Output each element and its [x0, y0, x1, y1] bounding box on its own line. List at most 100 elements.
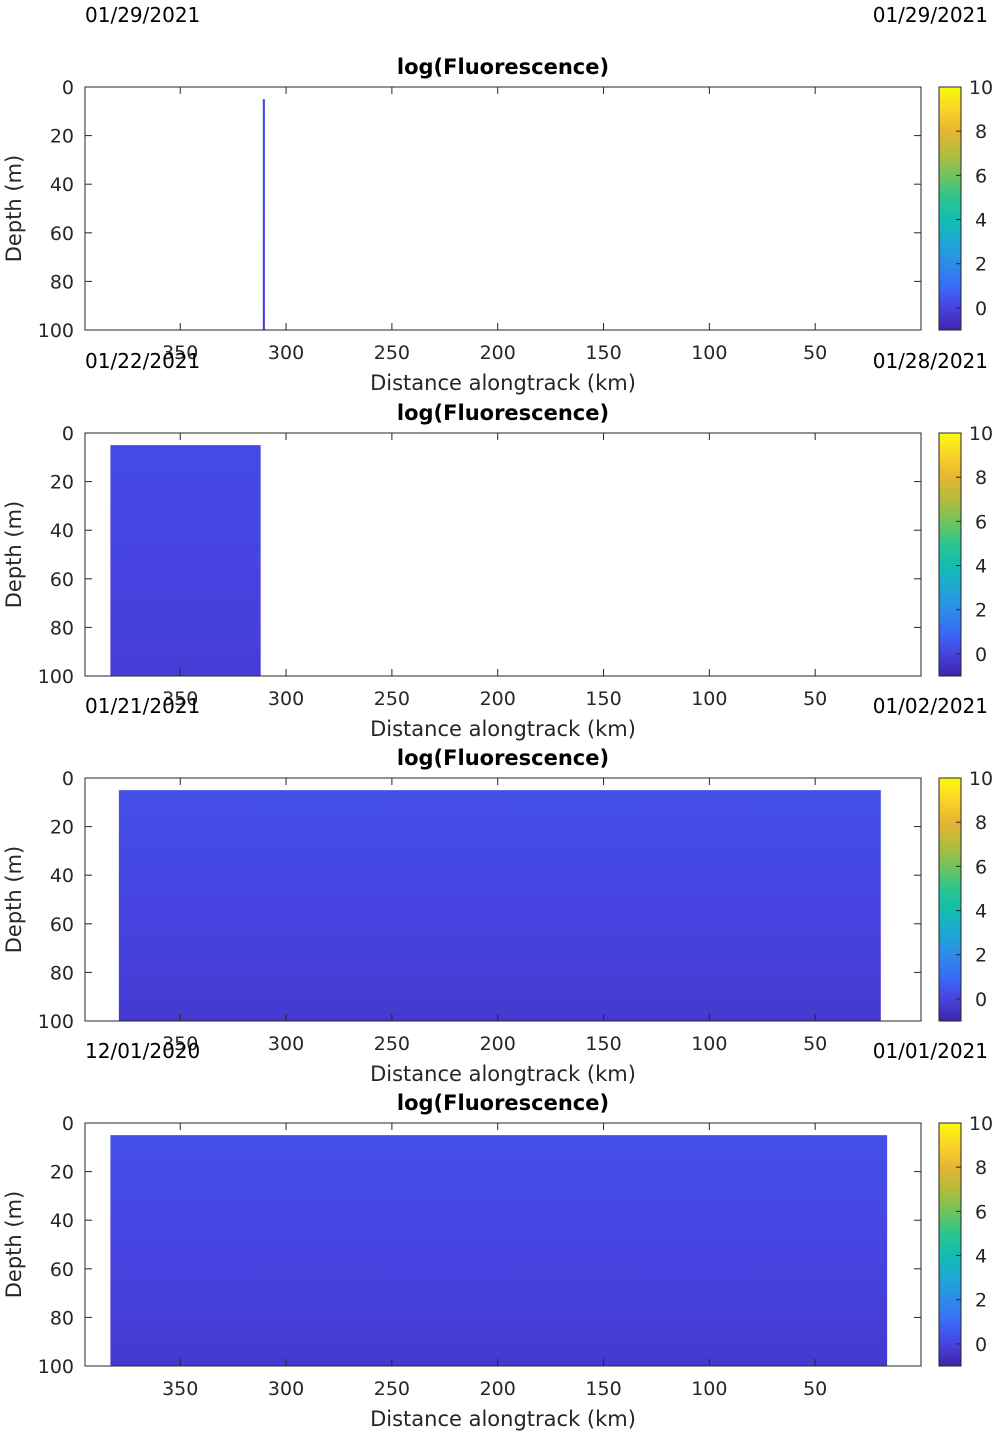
panel-2: log(Fluorescence) 01/22/2021 01/28/2021 350…	[2, 349, 993, 741]
colorbar: 0 2 4 6 8 10	[938, 768, 993, 1022]
colorbar-gradient	[938, 777, 962, 1022]
y-tick-label: 0	[62, 1113, 74, 1135]
x-tick-label: 100	[691, 342, 727, 364]
date-label-left: 12/01/2020	[85, 1039, 200, 1063]
panel-3: log(Fluorescence) 01/21/2021 01/02/2021 350…	[2, 694, 993, 1086]
y-tick-label: 60	[50, 1259, 74, 1281]
fluorescence-field	[118, 790, 881, 1021]
fluorescence-field	[110, 1135, 888, 1366]
colorbar-tick-label: 4	[975, 556, 987, 578]
colorbar-tick-label: 0	[975, 644, 987, 666]
colorbar-tick-label: 6	[975, 856, 987, 878]
date-label-right: 01/01/2021	[873, 1039, 988, 1063]
x-axis-label: Distance alongtrack (km)	[370, 1062, 636, 1086]
date-label-left: 01/21/2021	[85, 694, 200, 718]
colorbar-tick-label: 4	[975, 1246, 987, 1268]
y-tick-label: 100	[38, 1011, 74, 1033]
y-tick-label: 80	[50, 962, 74, 984]
colorbar-tick-label: 2	[975, 1290, 987, 1312]
x-tick-label: 50	[803, 1378, 827, 1400]
x-tick-label: 250	[374, 342, 410, 364]
x-tick-label: 350	[162, 688, 198, 710]
x-tick-label: 150	[585, 1033, 621, 1055]
x-axis-label: Distance alongtrack (km)	[370, 717, 636, 741]
y-axis-label: Depth (m)	[2, 1191, 26, 1298]
x-tick-label: 200	[480, 342, 516, 364]
colorbar: 0 2 4 6 8 10	[938, 77, 993, 331]
date-label-right: 01/28/2021	[873, 349, 988, 373]
colorbar-tick-label: 10	[969, 77, 993, 99]
fluorescence-field	[110, 445, 261, 676]
colorbar-gradient	[938, 86, 962, 331]
colorbar-tick-label: 8	[975, 812, 987, 834]
x-tick-label: 350	[162, 1378, 198, 1400]
y-tick-label: 60	[50, 223, 74, 245]
panel-1: log(Fluorescence) 01/29/2021 01/29/2021 350…	[2, 3, 993, 395]
y-tick-label: 40	[50, 174, 74, 196]
axes-box	[84, 86, 922, 331]
colorbar-tick-label: 6	[975, 1201, 987, 1223]
y-tick-label: 100	[38, 1356, 74, 1378]
y-tick-label: 0	[62, 423, 74, 445]
x-tick-label: 150	[585, 1378, 621, 1400]
x-tick-label: 300	[268, 1033, 304, 1055]
colorbar-tick-label: 2	[975, 945, 987, 967]
x-tick-label: 350	[162, 1033, 198, 1055]
y-axis-label: Depth (m)	[2, 501, 26, 608]
x-tick-label: 200	[480, 1033, 516, 1055]
x-tick-label: 200	[480, 688, 516, 710]
date-label-right: 01/29/2021	[873, 3, 988, 27]
fluorescence-field	[262, 99, 265, 331]
y-tick-label: 80	[50, 617, 74, 639]
y-tick-label: 20	[50, 126, 74, 148]
y-tick-label: 100	[38, 666, 74, 688]
colorbar-tick-label: 0	[975, 989, 987, 1011]
date-label-left: 01/22/2021	[85, 349, 200, 373]
y-axis-label: Depth (m)	[2, 846, 26, 953]
x-tick-label: 150	[585, 342, 621, 364]
y-tick-label: 20	[50, 472, 74, 494]
colorbar-tick-label: 8	[975, 121, 987, 143]
colorbar-gradient	[938, 1122, 962, 1367]
axes-box	[84, 777, 922, 1022]
x-tick-label: 150	[585, 688, 621, 710]
x-axis-label: Distance alongtrack (km)	[370, 371, 636, 395]
y-tick-label: 20	[50, 817, 74, 839]
x-tick-label: 250	[374, 1378, 410, 1400]
x-tick-label: 50	[803, 1033, 827, 1055]
colorbar-tick-label: 2	[975, 600, 987, 622]
colorbar: 0 2 4 6 8 10	[938, 1113, 993, 1367]
colorbar-tick-label: 8	[975, 1157, 987, 1179]
axes-box	[84, 432, 922, 677]
y-tick-label: 60	[50, 569, 74, 591]
x-tick-label: 300	[268, 688, 304, 710]
x-axis-label: Distance alongtrack (km)	[370, 1407, 636, 1431]
y-tick-label: 20	[50, 1162, 74, 1184]
x-tick-label: 100	[691, 1033, 727, 1055]
y-axis-label: Depth (m)	[2, 155, 26, 262]
x-tick-label: 250	[374, 688, 410, 710]
chart-title: log(Fluorescence)	[397, 1091, 609, 1115]
x-tick-label: 300	[268, 1378, 304, 1400]
y-tick-label: 0	[62, 77, 74, 99]
y-tick-label: 80	[50, 1307, 74, 1329]
axes-box	[84, 1122, 922, 1367]
chart-title: log(Fluorescence)	[397, 401, 609, 425]
colorbar-tick-label: 6	[975, 165, 987, 187]
x-tick-label: 100	[691, 1378, 727, 1400]
x-tick-label: 350	[162, 342, 198, 364]
y-tick-label: 60	[50, 914, 74, 936]
colorbar-tick-label: 4	[975, 210, 987, 232]
colorbar-tick-label: 0	[975, 298, 987, 320]
chart-title: log(Fluorescence)	[397, 746, 609, 770]
date-label-left: 01/29/2021	[85, 3, 200, 27]
colorbar-tick-label: 10	[969, 768, 993, 790]
colorbar-tick-label: 8	[975, 467, 987, 489]
x-tick-label: 50	[803, 688, 827, 710]
y-tick-label: 40	[50, 1210, 74, 1232]
colorbar-gradient	[938, 432, 962, 677]
colorbar-tick-label: 10	[969, 1113, 993, 1135]
x-tick-label: 100	[691, 688, 727, 710]
colorbar-tick-label: 4	[975, 901, 987, 923]
panel-4: log(Fluorescence) 12/01/2020 01/01/2021 350…	[2, 1039, 993, 1431]
